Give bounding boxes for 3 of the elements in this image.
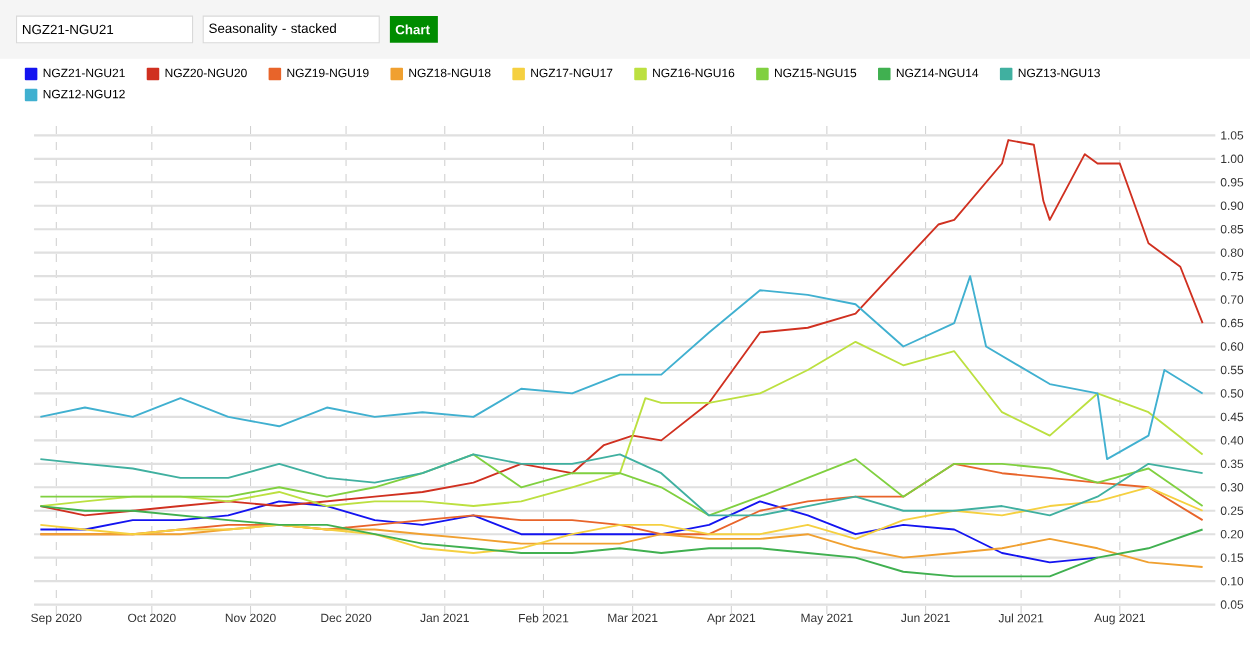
line-series — [39, 486, 1204, 554]
line-series — [39, 275, 1204, 461]
line-series — [39, 340, 1204, 507]
